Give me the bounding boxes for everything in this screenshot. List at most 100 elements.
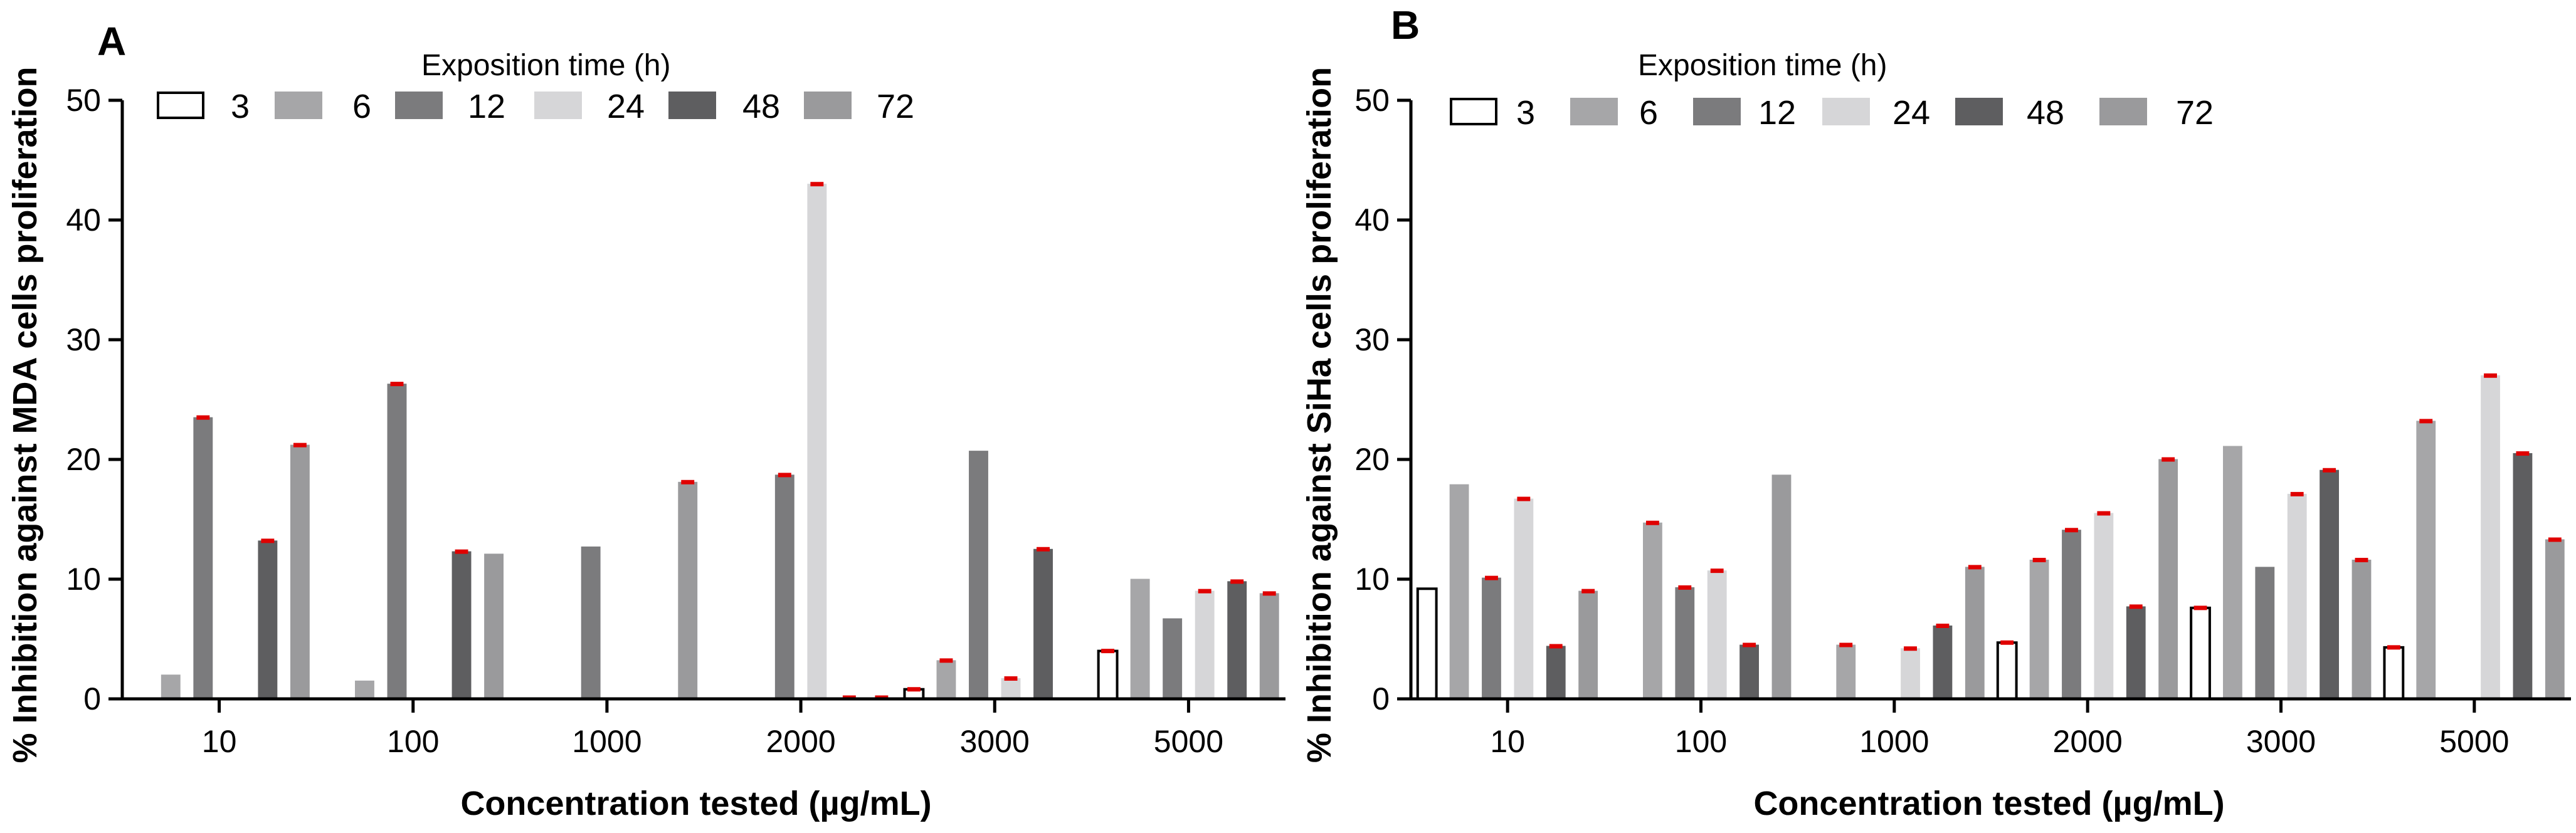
- bar-12h-1000: [581, 546, 601, 699]
- bar-12h-10: [193, 417, 213, 699]
- plot-area-b: 0 10 20 30 40 50 10 100 1000 2000 3000 5000: [1354, 83, 2571, 759]
- x-tick-label: 100: [387, 724, 439, 759]
- x-tick-label: 1000: [572, 724, 641, 759]
- x-tick-label: 100: [1675, 724, 1727, 759]
- x-tick-label: 5000: [1154, 724, 1223, 759]
- legend-label-72: 72: [877, 88, 914, 125]
- panel-a: A Exposition time (h) 3 6 12 24 48: [6, 19, 1285, 822]
- bar-24h-3000: [1001, 678, 1021, 699]
- bar-24h-100: [1707, 570, 1727, 699]
- bar-24h-2000: [2094, 513, 2114, 699]
- bar-6h-5000: [1130, 579, 1150, 699]
- legend-swatch-3: [1450, 98, 1497, 125]
- panel-label-b: B: [1391, 3, 1420, 48]
- bar-6h-10: [1449, 484, 1469, 699]
- legend-item-72: 72: [804, 88, 914, 125]
- y-tick-label: 10: [66, 562, 101, 597]
- bar-6h-100: [1643, 522, 1662, 699]
- legend-label-12: 12: [468, 88, 505, 125]
- x-tick-label: 5000: [2439, 724, 2509, 759]
- bar-24h-5000: [1195, 590, 1215, 699]
- y-tick-label: 40: [66, 202, 101, 238]
- bar-12h-5000: [1163, 618, 1183, 699]
- bar-48h-3000: [1033, 548, 1053, 699]
- legend-item-12: 12: [395, 88, 505, 125]
- legend-title-b: Exposition time (h): [1638, 49, 1887, 82]
- legend-item-48: 48: [1955, 94, 2064, 132]
- legend-item-48: 48: [668, 88, 780, 125]
- y-tick-label: 20: [1354, 442, 1390, 477]
- bar-3h-3000: [2190, 606, 2211, 701]
- x-axis-title-a: Concentration tested (µg/mL): [460, 785, 931, 822]
- bar-3h-5000: [1097, 649, 1119, 700]
- bar-72h-100: [1771, 474, 1792, 699]
- legend-title-a: Exposition time (h): [421, 49, 670, 82]
- legend-swatch-6: [1570, 98, 1618, 125]
- legend-item-24: 24: [534, 88, 645, 125]
- x-tick-label: 2000: [766, 724, 835, 759]
- x-axis-title-b: Concentration tested (µg/mL): [1753, 785, 2224, 822]
- bar-48h-10: [1546, 646, 1566, 699]
- bar-72h-1000: [1965, 567, 1985, 699]
- legend-label-24: 24: [607, 88, 645, 125]
- bar-48h-10: [258, 540, 278, 699]
- bar-12h-3000: [969, 451, 988, 699]
- bar-6h-3000: [2223, 446, 2242, 699]
- bar-72h-10: [1578, 590, 1598, 699]
- bar-6h-3000: [936, 660, 956, 699]
- x-tick-label: 10: [202, 724, 237, 759]
- bar-48h-3000: [2320, 469, 2339, 699]
- y-tick-label: 0: [1372, 681, 1390, 716]
- legend-item-6: 6: [1570, 94, 1658, 132]
- legend-label-6: 6: [352, 88, 371, 125]
- panel-label-a: A: [97, 19, 126, 64]
- legend-swatch-72: [2099, 98, 2147, 125]
- bar-3h-5000: [2383, 646, 2405, 700]
- y-tick-label: 30: [66, 322, 101, 357]
- bar-24h-1000: [1901, 648, 1920, 699]
- bar-72h-5000: [1259, 593, 1279, 699]
- bar-6h-100: [355, 680, 374, 699]
- bar-12h-10: [1482, 577, 1501, 699]
- legend-item-3: 3: [157, 88, 250, 125]
- legend-swatch-3: [157, 92, 204, 119]
- legend-swatch-72: [804, 92, 852, 119]
- bar-48h-5000: [2513, 453, 2533, 699]
- y-axis-title-b: % Inhibition against SiHa cells prolifer…: [1301, 67, 1338, 763]
- legend-swatch-24: [534, 92, 582, 119]
- bar-72h-10: [290, 444, 310, 699]
- bar-3h-10: [1416, 587, 1438, 701]
- x-tick-label: 1000: [1859, 724, 1929, 759]
- bar-6h-2000: [2029, 559, 2049, 699]
- plot-area-a: 0 10 20 30 40 50 10 100 1000 2000 3000 5000: [66, 83, 1285, 759]
- bar-6h-5000: [2416, 421, 2436, 699]
- legend-swatch-6: [275, 92, 322, 119]
- bar-6h-1000: [1836, 644, 1856, 699]
- y-tick-label: 0: [83, 681, 101, 716]
- bar-12h-100: [387, 384, 407, 699]
- x-tick-label: 2000: [2053, 724, 2123, 759]
- x-tick-label: 3000: [2246, 724, 2316, 759]
- bar-48h-100: [1739, 644, 1759, 699]
- legend-label-24: 24: [1892, 94, 1930, 132]
- legend-label-12: 12: [1758, 94, 1796, 132]
- bar-12h-3000: [2255, 567, 2275, 699]
- bar-24h-3000: [2287, 493, 2307, 699]
- bar-48h-100: [451, 551, 472, 699]
- legend-swatch-48: [668, 92, 716, 119]
- bar-3h-2000: [1996, 641, 2018, 700]
- y-tick-label: 50: [66, 83, 101, 118]
- bar-72h-100: [484, 553, 504, 699]
- legend-swatch-24: [1822, 98, 1870, 125]
- x-tick-label: 3000: [960, 724, 1030, 759]
- y-tick-label: 30: [1354, 322, 1390, 357]
- y-tick-label: 10: [1354, 562, 1390, 597]
- legend-label-72: 72: [2176, 94, 2214, 132]
- bar-24h-10: [1514, 498, 1534, 699]
- x-tick-label: 10: [1490, 724, 1525, 759]
- bar-72h-1000: [678, 481, 698, 699]
- bar-12h-2000: [774, 474, 794, 699]
- bar-72h-5000: [2545, 539, 2565, 699]
- legend-label-48: 48: [742, 88, 780, 125]
